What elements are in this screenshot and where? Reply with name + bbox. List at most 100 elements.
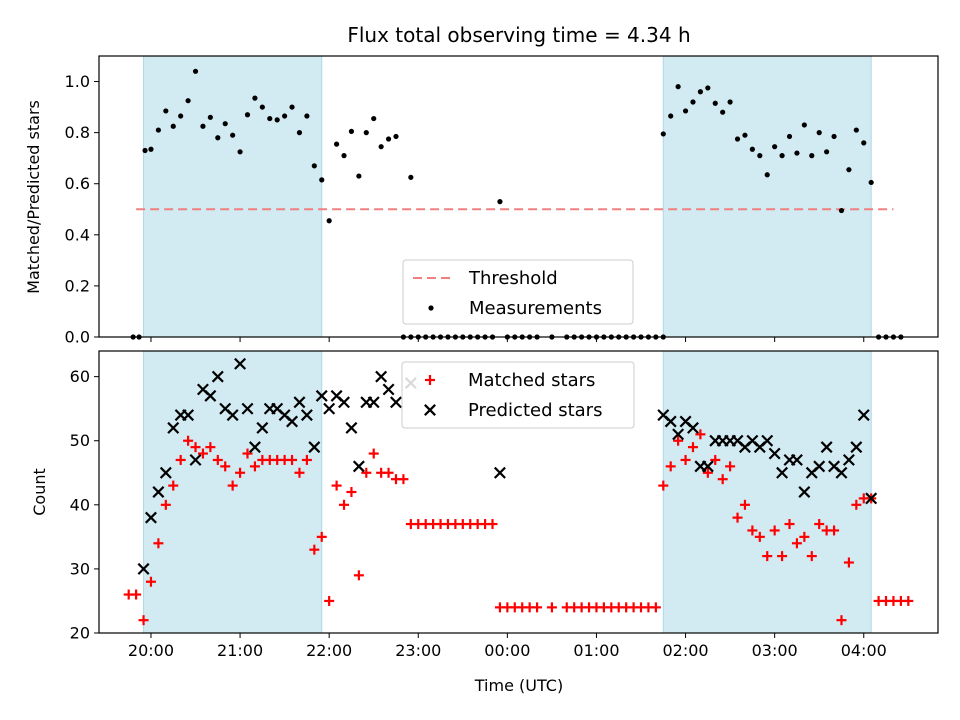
- predicted-star-point: [352, 460, 365, 473]
- measurement-point: [742, 132, 748, 138]
- predicted-star-point: [390, 396, 402, 409]
- matched-star-point: [725, 461, 736, 472]
- matched-star-point: [777, 551, 788, 562]
- matched-star-point: [175, 454, 186, 465]
- measurement-point: [356, 173, 362, 179]
- predicted-stars-points: [137, 357, 878, 575]
- predicted-star-point: [687, 421, 699, 434]
- predicted-star-point: [189, 453, 202, 466]
- matched-star-point: [138, 615, 149, 626]
- measurement-point: [408, 174, 414, 180]
- top-shaded-intervals: [143, 55, 872, 338]
- matched-star-point: [732, 512, 743, 523]
- matched-star-point: [702, 467, 713, 478]
- matched-star-point: [361, 467, 372, 478]
- measurement-point: [393, 133, 399, 140]
- bottom-y-tick-label: 30: [70, 559, 90, 578]
- measurement-point: [289, 104, 295, 110]
- bottom-y-axis-label: Count: [30, 468, 49, 516]
- matched-star-point: [235, 467, 246, 478]
- measurement-point: [705, 85, 711, 91]
- matched-star-point: [212, 454, 223, 465]
- matched-star-point: [665, 461, 676, 472]
- predicted-star-point: [226, 409, 239, 422]
- bottom-y-tick-label: 50: [70, 431, 90, 450]
- predicted-star-point: [375, 370, 388, 383]
- bottom-x-tick-label: 01:00: [573, 641, 619, 660]
- measurement-point: [311, 163, 317, 169]
- matched-star-point: [339, 499, 350, 510]
- predicted-star-point: [308, 441, 321, 454]
- top-y-tick-label: 0.0: [65, 328, 90, 347]
- bottom-x-tick-label: 21:00: [217, 641, 263, 660]
- matched-star-point: [836, 615, 847, 626]
- legend-label: Measurements: [469, 298, 602, 319]
- measurement-point: [155, 127, 161, 133]
- measurement-point: [178, 113, 184, 119]
- measurement-point: [861, 140, 867, 146]
- measurement-point: [838, 207, 845, 214]
- top-y-tick-label: 1.0: [65, 72, 90, 91]
- bottom-x-tick-label: 00:00: [484, 641, 530, 660]
- measurement-point: [207, 114, 213, 120]
- measurement-point: [816, 130, 822, 136]
- predicted-star-point: [234, 357, 247, 370]
- matched-star-point: [680, 454, 691, 465]
- matched-star-point: [249, 461, 260, 472]
- bottom-y-tick-label: 20: [70, 624, 90, 643]
- measurement-point: [363, 130, 369, 136]
- matched-star-point: [784, 519, 795, 530]
- measurement-point: [192, 68, 199, 74]
- measurement-point: [757, 153, 763, 159]
- matched-star-point: [131, 589, 142, 600]
- top-axes-frame: [98, 55, 939, 338]
- predicted-star-point: [701, 460, 714, 473]
- matched-star-point: [710, 454, 721, 465]
- predicted-star-point: [159, 466, 172, 479]
- matched-star-point: [227, 480, 238, 491]
- bottom-y-ticks: 20 30 40 50 60: [70, 367, 99, 643]
- bottom-y-tick-label: 40: [70, 495, 90, 514]
- predicted-star-point: [664, 415, 677, 428]
- measurement-point: [185, 98, 191, 104]
- measurement-point: [712, 100, 718, 106]
- measurement-point: [809, 153, 815, 159]
- predicted-star-point: [790, 453, 803, 466]
- measurement-point: [215, 135, 221, 141]
- matched-star-point: [153, 538, 164, 549]
- shaded-interval: [662, 350, 872, 634]
- measurement-point: [304, 113, 310, 119]
- predicted-star-point: [182, 409, 195, 422]
- predicted-star-point: [144, 511, 157, 524]
- matched-star-point: [316, 531, 327, 542]
- measurement-point: [801, 122, 807, 128]
- matched-star-point: [487, 519, 498, 530]
- bottom-x-tick-label: 23:00: [395, 641, 441, 660]
- legend-predicted-swatch: [424, 404, 436, 416]
- predicted-star-point: [345, 421, 358, 434]
- predicted-star-point: [776, 466, 789, 479]
- predicted-star-point: [857, 409, 870, 422]
- shaded-interval: [143, 55, 323, 338]
- matched-star-point: [190, 442, 201, 453]
- matched-star-point: [331, 480, 342, 491]
- legend-label: Matched stars: [468, 370, 595, 391]
- measurement-point: [660, 131, 666, 137]
- predicted-star-point: [768, 447, 781, 460]
- predicted-star-point: [761, 434, 774, 447]
- bottom-shaded-intervals: [143, 350, 872, 634]
- legend-measurement-swatch: [428, 305, 434, 311]
- measurement-point: [348, 128, 355, 134]
- ratio-panel: 0.0 0.2 0.4 0.6 0.8 1.0 Matched/Predicted sta…: [24, 55, 939, 347]
- predicted-star-point: [300, 409, 313, 422]
- bottom-x-tick-label: 02:00: [663, 641, 709, 660]
- measurement-point: [690, 99, 696, 105]
- matched-star-point: [843, 557, 854, 568]
- top-y-tick-label: 0.2: [65, 276, 90, 295]
- measurement-point: [497, 199, 503, 205]
- measurement-point: [682, 108, 689, 114]
- measurement-point: [200, 123, 206, 129]
- matched-star-point: [160, 499, 171, 510]
- predicted-star-point: [850, 441, 863, 454]
- matched-star-point: [287, 454, 298, 465]
